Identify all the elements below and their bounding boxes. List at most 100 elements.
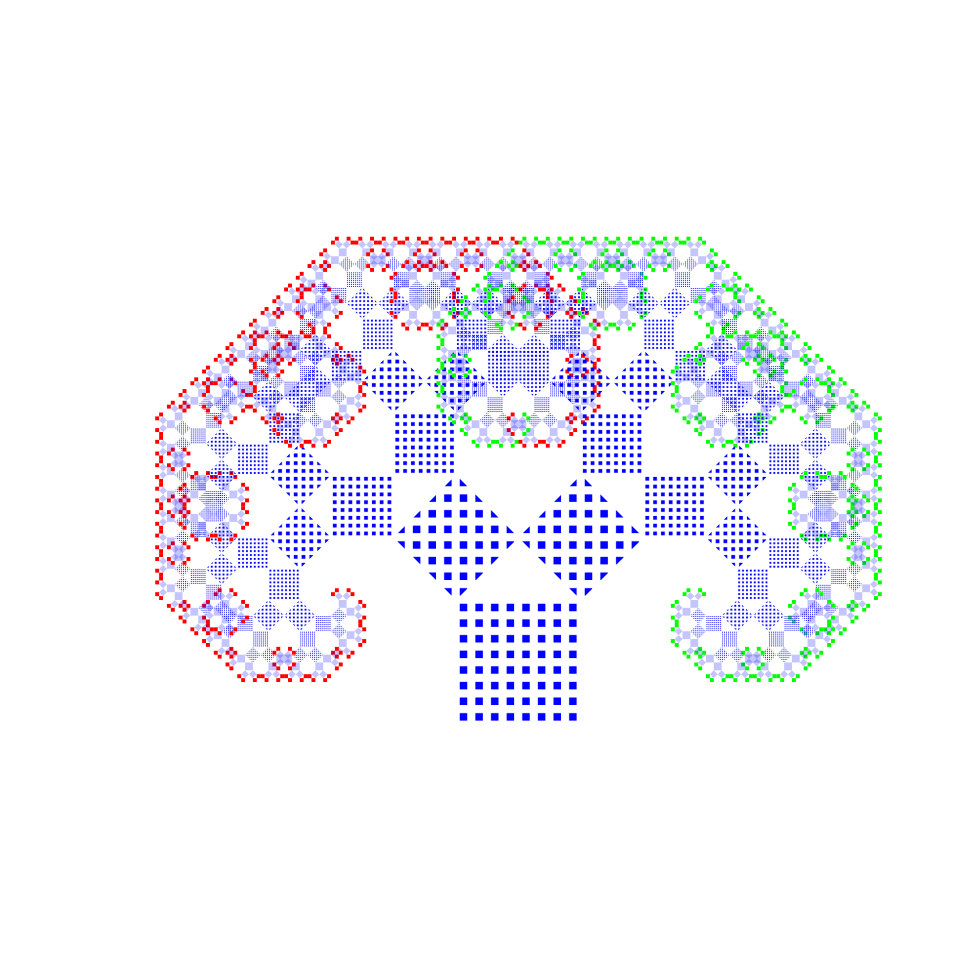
branch-square [194, 529, 203, 538]
right-leaf-square [795, 334, 800, 339]
left-leaf-square [358, 385, 363, 390]
branch-square [838, 490, 847, 499]
left-leaf-square [248, 404, 253, 409]
branch-square [166, 490, 175, 499]
branch-square [202, 529, 210, 538]
right-leaf-square [745, 646, 749, 651]
left-leaf-square [401, 264, 406, 268]
branch-square [846, 529, 863, 546]
branch-square [178, 459, 187, 468]
left-leaf-square [182, 607, 187, 612]
right-leaf-square [491, 439, 496, 444]
branch-square [581, 326, 589, 335]
left-leaf-square [573, 428, 578, 433]
left-leaf-square [303, 674, 308, 679]
branch-square [686, 646, 695, 655]
right-leaf-square [780, 408, 785, 413]
left-leaf-square [217, 537, 222, 542]
branch-square [834, 381, 843, 390]
branch-square [659, 256, 667, 265]
branch-square [323, 252, 331, 261]
right-leaf-square [631, 240, 636, 245]
branch-square [299, 334, 331, 366]
left-leaf-square [252, 365, 257, 370]
left-leaf-square [159, 576, 164, 581]
branch-square [870, 588, 878, 597]
left-leaf-square [233, 592, 238, 597]
left-leaf-square [155, 486, 160, 491]
right-leaf-square [854, 392, 859, 397]
branch-square [713, 295, 722, 304]
right-leaf-square [674, 408, 679, 413]
branch-square [159, 463, 167, 472]
branch-square [717, 670, 726, 679]
left-leaf-square [241, 619, 246, 624]
branch-square [588, 353, 597, 362]
left-leaf-square [159, 455, 164, 460]
left-leaf-square [245, 404, 249, 409]
left-leaf-square [557, 283, 562, 288]
right-leaf-square [756, 666, 761, 671]
right-leaf-square [706, 287, 710, 292]
branch-square [522, 240, 531, 249]
right-leaf-square [873, 576, 878, 581]
branch-square [331, 650, 339, 659]
right-leaf-square [698, 236, 703, 241]
branch-square [623, 240, 632, 249]
left-leaf-square [569, 353, 574, 358]
branch-square [354, 603, 363, 612]
right-leaf-square [877, 533, 882, 538]
right-leaf-square [686, 236, 691, 241]
right-leaf-square [577, 299, 581, 304]
right-leaf-square [561, 240, 566, 245]
branch-square [393, 283, 402, 292]
right-leaf-square [604, 236, 609, 241]
right-leaf-square [440, 318, 445, 323]
right-leaf-square [627, 326, 632, 331]
right-leaf-square [827, 642, 831, 647]
right-leaf-square [850, 541, 855, 546]
left-leaf-square [295, 310, 300, 315]
branch-square [487, 299, 496, 308]
left-leaf-square [475, 248, 480, 253]
branch-square [694, 592, 703, 600]
left-leaf-square [346, 420, 351, 425]
branch-square [815, 412, 831, 429]
branch-square [174, 529, 191, 546]
branch-square [432, 271, 441, 280]
left-leaf-square [299, 314, 304, 319]
right-leaf-square [706, 334, 710, 339]
branch-square [846, 560, 863, 577]
branch-square [413, 318, 421, 327]
branch-square [346, 607, 355, 616]
branch-square [838, 396, 847, 405]
left-leaf-square [252, 385, 257, 390]
branch-square [159, 447, 167, 456]
left-leaf-square [178, 404, 183, 409]
left-leaf-square [170, 607, 175, 612]
right-leaf-square [463, 314, 468, 319]
branch-square [456, 373, 472, 390]
branch-square [612, 256, 621, 265]
left-leaf-square [276, 432, 281, 436]
right-leaf-square [440, 385, 445, 390]
branch-square [862, 420, 871, 429]
left-leaf-square [303, 439, 308, 444]
branch-square [338, 404, 347, 413]
right-leaf-square [706, 674, 710, 679]
left-leaf-square [534, 443, 539, 448]
left-leaf-square [186, 451, 191, 456]
right-leaf-square [709, 443, 714, 448]
right-leaf-square [526, 416, 531, 421]
left-leaf-square [241, 506, 246, 511]
branch-square [206, 400, 214, 409]
branch-square [553, 287, 562, 296]
branch-square [858, 404, 867, 413]
branch-square [311, 264, 320, 272]
left-leaf-square [424, 240, 429, 245]
branch-square [237, 510, 246, 518]
branch-square [799, 490, 808, 499]
branch-square [752, 658, 761, 667]
branch-square [854, 459, 863, 468]
branch-square [190, 607, 199, 616]
